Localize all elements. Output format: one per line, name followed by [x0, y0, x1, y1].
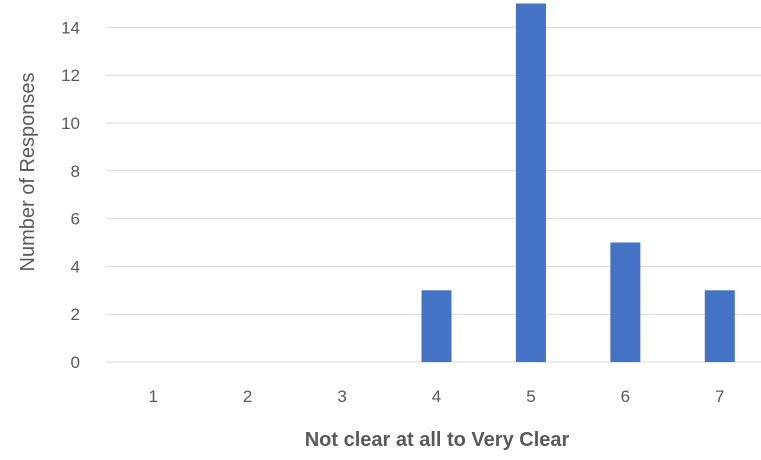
- y-axis-title: Number of Responses: [17, 73, 39, 272]
- x-tick-label: 4: [432, 387, 441, 406]
- y-tick-label: 2: [71, 305, 80, 324]
- x-axis-title: Not clear at all to Very Clear: [305, 429, 570, 451]
- x-tick-label: 1: [148, 387, 157, 406]
- x-tick-label: 3: [337, 387, 346, 406]
- x-tick-label: 6: [621, 387, 630, 406]
- x-axis-ticks: 1 2 3 4 5 6 7: [148, 387, 724, 406]
- x-tick-label: 2: [243, 387, 252, 406]
- y-tick-label: 8: [71, 162, 80, 181]
- y-tick-label: 10: [61, 114, 80, 133]
- y-tick-label: 4: [71, 257, 80, 276]
- y-tick-label: 12: [61, 66, 80, 85]
- x-tick-label: 7: [715, 387, 724, 406]
- bar: [515, 3, 546, 362]
- x-tick-label: 5: [526, 387, 535, 406]
- bar: [610, 242, 641, 362]
- y-tick-label: 0: [71, 353, 80, 372]
- gridlines: [106, 26, 761, 363]
- y-axis-ticks: 0 2 4 6 8 10 12 14: [61, 18, 80, 372]
- y-tick-label: 6: [71, 210, 80, 229]
- bars: [421, 3, 735, 362]
- bar: [421, 290, 452, 362]
- bar: [704, 290, 735, 362]
- y-tick-label: 14: [61, 18, 80, 37]
